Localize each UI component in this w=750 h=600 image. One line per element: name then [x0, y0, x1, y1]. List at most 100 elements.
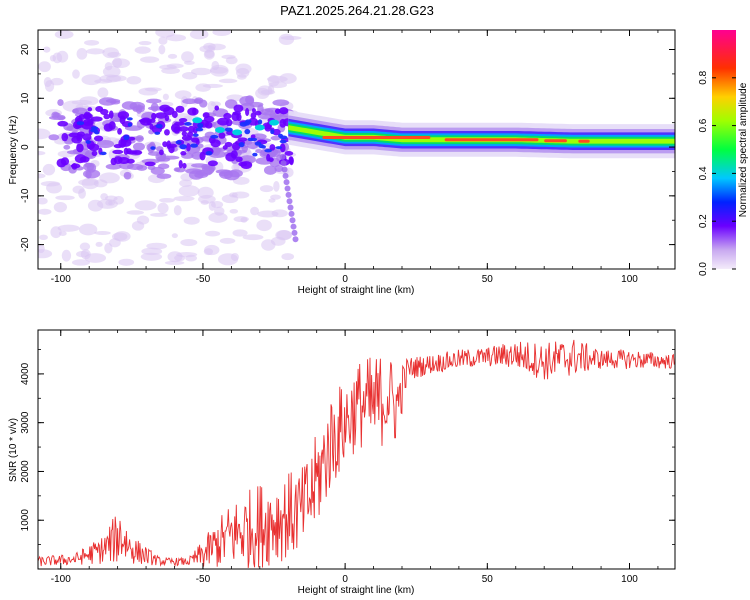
heat-cell	[138, 40, 152, 46]
heat-cell	[57, 120, 69, 127]
heat-cell	[251, 108, 256, 113]
heat-cell	[222, 145, 228, 150]
heat-cell	[162, 93, 169, 101]
heat-cell	[283, 179, 290, 186]
heat-cell	[174, 90, 192, 100]
heat-cell	[190, 67, 212, 76]
heat-cell	[44, 80, 55, 92]
heat-cell	[110, 100, 121, 105]
heat-cell	[275, 146, 283, 150]
heat-hotspot	[254, 124, 265, 131]
heat-cell	[173, 196, 195, 202]
y-tick-label: 2000	[20, 460, 31, 483]
heat-cell	[173, 126, 181, 134]
heat-cell	[57, 99, 64, 106]
heat-cell	[278, 33, 295, 46]
heat-cell	[145, 98, 162, 104]
heat-cell	[264, 149, 272, 153]
colorbar-tick-label: 0.0	[698, 262, 709, 276]
heat-cell	[144, 161, 156, 167]
heat-cell	[181, 131, 188, 137]
heat-cell	[71, 259, 90, 266]
heat-cell	[87, 107, 93, 112]
heat-cell	[268, 81, 288, 89]
heat-cell	[270, 129, 275, 135]
heat-cell	[290, 223, 297, 230]
heat-cell	[158, 36, 168, 45]
heat-cell	[199, 151, 206, 161]
heat-cell	[271, 209, 288, 218]
heat-cell	[178, 117, 188, 123]
heat-cell	[223, 112, 232, 120]
snr-panel: -100 -50 0 50 100 1000 2000 3000 4000 Height of …	[8, 329, 676, 596]
heat-cell	[155, 123, 163, 129]
heat-cell	[244, 128, 251, 135]
heat-cell	[263, 165, 277, 175]
heat-cell	[232, 111, 241, 116]
ridge-hot	[444, 138, 539, 142]
heat-cell	[95, 106, 104, 112]
heat-cell	[40, 181, 61, 187]
heat-cell	[269, 144, 276, 151]
heat-hotspot	[232, 129, 243, 136]
heat-cell	[202, 112, 210, 119]
heat-cell	[282, 172, 289, 179]
heat-cell	[250, 206, 260, 216]
heat-cell	[150, 212, 168, 217]
heat-cell	[55, 195, 75, 201]
heat-cell	[111, 58, 130, 68]
heat-cell	[93, 135, 104, 142]
heat-cell	[134, 46, 151, 54]
heat-cell	[126, 117, 133, 121]
heat-cell	[207, 160, 218, 167]
heat-cell	[189, 30, 209, 40]
heat-cell	[184, 122, 192, 126]
heat-cell	[240, 216, 248, 223]
heat-cell	[278, 133, 284, 138]
heat-cell	[279, 139, 287, 144]
heat-cell	[119, 115, 126, 125]
heat-cell	[281, 166, 288, 173]
x-tick-label: 50	[482, 274, 494, 285]
colorbar: 0.0 0.2 0.4 0.6 0.8 Normalized spectral ampl…	[698, 30, 749, 276]
heat-cell	[192, 107, 197, 115]
heat-cell	[199, 99, 208, 108]
snr-ylabel: SNR (10 * v/v)	[8, 418, 19, 482]
heat-cell	[38, 208, 52, 215]
heat-cell	[91, 126, 99, 130]
heat-cell	[224, 127, 233, 132]
heat-cell	[110, 157, 117, 166]
heat-cell	[78, 223, 98, 236]
heat-cell	[173, 167, 181, 172]
heat-cell	[159, 197, 175, 203]
heat-cell	[274, 164, 284, 172]
heat-cell	[150, 146, 156, 150]
heat-cell	[157, 163, 170, 170]
heat-cell	[86, 162, 97, 173]
heat-cell	[274, 108, 281, 114]
heat-cell	[108, 121, 116, 130]
heat-cell	[197, 122, 204, 129]
heat-cell	[191, 137, 200, 143]
heat-cell	[205, 230, 221, 237]
heat-cell	[126, 75, 142, 85]
heat-cell	[185, 254, 198, 262]
heat-cell	[146, 242, 168, 250]
heat-cell	[279, 153, 286, 160]
heat-cell	[292, 236, 299, 243]
heat-cell	[284, 185, 291, 192]
heat-cell	[155, 112, 167, 119]
heat-cell	[181, 51, 194, 63]
x-tick-label: 100	[621, 574, 638, 585]
heat-cell	[199, 45, 216, 53]
heat-cell	[229, 208, 239, 214]
snr-series-line	[38, 339, 675, 568]
heat-cell	[100, 193, 109, 201]
heat-cell	[181, 135, 193, 141]
heat-cell	[254, 110, 262, 116]
spectrogram-ylabel: Frequency (Hz)	[8, 116, 19, 185]
spectrogram-heatmap	[38, 30, 675, 266]
heat-cell	[272, 99, 290, 107]
colorbar-tick-label: 0.6	[698, 118, 709, 132]
